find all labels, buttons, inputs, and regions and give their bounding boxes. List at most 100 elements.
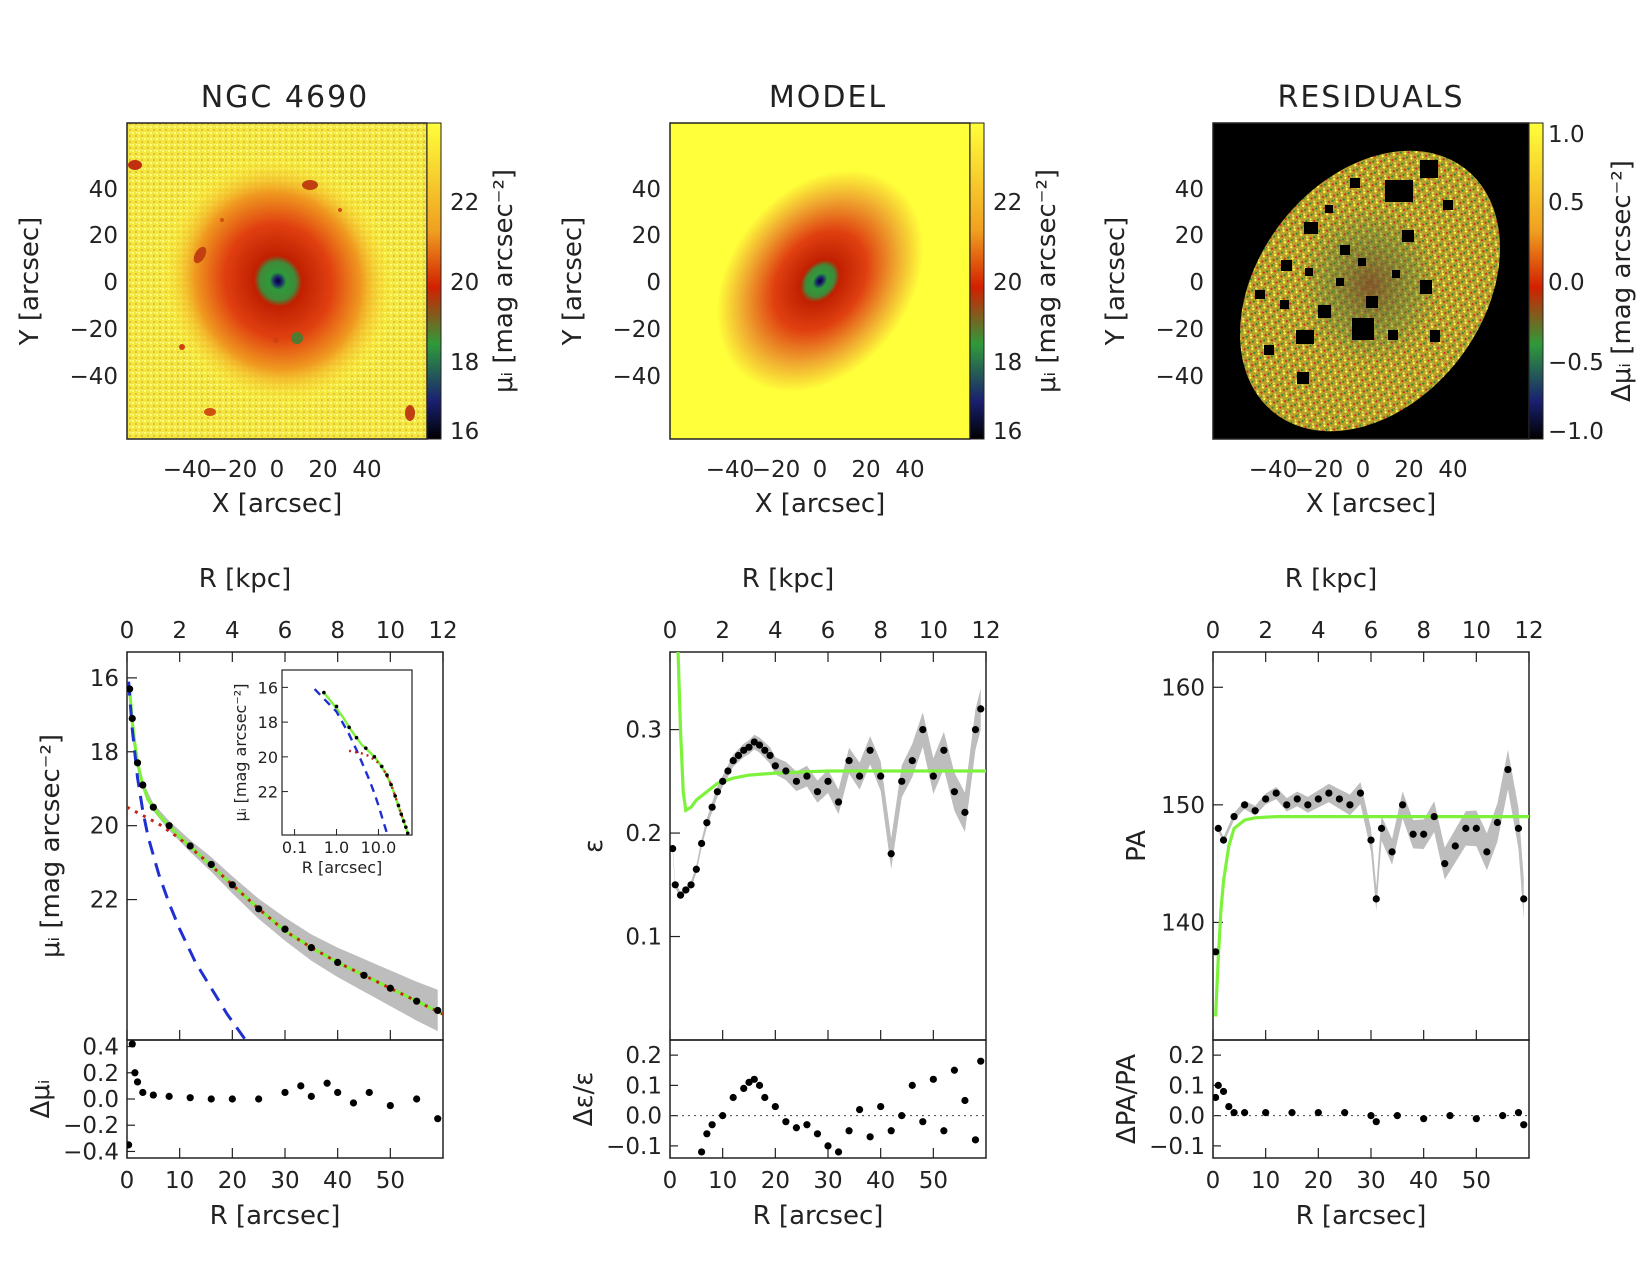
inset: 16 18 20 22 0.1 1.0 10.0R [arcsec] μᵢ [mag arcs… xyxy=(231,678,413,877)
inset-series-blue-dashed xyxy=(313,688,389,835)
y-tick: −40 xyxy=(612,364,661,390)
x-tick-label: 20 xyxy=(1304,1168,1333,1194)
data-point xyxy=(708,803,716,811)
residual-y-tick-label: 0.4 xyxy=(82,1035,119,1061)
data-point xyxy=(750,738,758,746)
residual-point xyxy=(1420,1115,1428,1123)
y-tick-label: 18 xyxy=(90,740,119,766)
residual-point xyxy=(1367,1112,1375,1120)
residual-point xyxy=(133,1078,142,1086)
data-point xyxy=(670,844,677,853)
residual-y-tick-label: 0.0 xyxy=(82,1087,119,1113)
data-point xyxy=(1520,895,1528,903)
data-point xyxy=(165,822,173,830)
data-point xyxy=(740,746,748,754)
data-point xyxy=(1451,842,1459,850)
inset-data-point xyxy=(385,773,389,777)
inset-x-tick-label: 10.0 xyxy=(361,838,397,857)
x-tick: 0 xyxy=(1356,457,1371,483)
residual-point xyxy=(1472,1115,1480,1123)
series-line-red-dotted xyxy=(127,805,443,1016)
residual-y-tick-label: −0.1 xyxy=(1149,1134,1205,1160)
residual-y-tick-label: −0.4 xyxy=(63,1139,119,1165)
colorbar-tick: 20 xyxy=(450,270,479,296)
data-point xyxy=(1304,801,1312,809)
data-point xyxy=(386,984,394,992)
residual-point xyxy=(1499,1112,1507,1120)
inset-data-point xyxy=(389,782,393,787)
residual-point xyxy=(334,1088,342,1097)
residual-point xyxy=(845,1127,853,1135)
y-tick: −40 xyxy=(69,364,118,390)
residual-point xyxy=(919,1118,927,1126)
x-tick-label: 0 xyxy=(1206,1168,1221,1194)
y-tick-label: 22 xyxy=(90,888,119,914)
data-point xyxy=(719,777,727,785)
residual-point xyxy=(1514,1109,1523,1117)
residual-point xyxy=(771,1102,779,1111)
top-tick-label: 0 xyxy=(663,618,678,644)
x-tick-label: 0 xyxy=(120,1168,135,1194)
x-tick: −20 xyxy=(752,457,801,483)
residual-point xyxy=(349,1099,358,1107)
y-tick-label: 160 xyxy=(1161,675,1205,701)
residual-point xyxy=(977,1057,985,1065)
top-tick-label: 12 xyxy=(1514,618,1543,644)
data-point xyxy=(149,803,157,811)
residual-point xyxy=(782,1118,790,1126)
residual-point xyxy=(940,1127,948,1135)
residual-frame xyxy=(669,1039,987,1159)
residual-point xyxy=(755,1081,764,1089)
inset-data-point xyxy=(409,842,413,846)
top-tick-label: 10 xyxy=(1462,618,1491,644)
plot-frame xyxy=(669,651,987,1041)
x-tick: −40 xyxy=(163,457,212,483)
x-tick: 0 xyxy=(270,457,285,483)
residual-point xyxy=(1214,1081,1222,1089)
residual-point xyxy=(719,1112,727,1120)
data-point xyxy=(698,839,706,848)
plot-area xyxy=(127,681,443,1040)
data-point xyxy=(186,842,194,850)
top-tick-label: 4 xyxy=(768,618,783,644)
inset-y-tick-label: 20 xyxy=(258,748,278,767)
residual-point xyxy=(165,1092,173,1100)
data-point xyxy=(940,746,948,754)
colorbar-label: Δμᵢ [mag arcsec⁻²] xyxy=(1607,160,1637,402)
data-point xyxy=(1367,836,1375,844)
data-point xyxy=(1346,801,1354,809)
x-axis-label: X [arcsec] xyxy=(212,489,343,519)
residual-point xyxy=(792,1124,801,1132)
x-tick: 40 xyxy=(895,457,924,483)
series-line-blue-dashed xyxy=(127,681,247,1040)
residual-point xyxy=(139,1088,147,1097)
data-point xyxy=(929,772,937,780)
y-tick: −20 xyxy=(1155,317,1204,343)
residual-point xyxy=(207,1095,215,1103)
data-point xyxy=(824,777,832,785)
residual-point xyxy=(228,1095,236,1103)
colorbar-tick: 18 xyxy=(450,350,479,376)
residual-point xyxy=(961,1096,969,1105)
inset-x-tick-label: 0.1 xyxy=(282,838,307,857)
colorbar-tick: 0.0 xyxy=(1548,270,1585,296)
data-point xyxy=(1472,824,1480,832)
top-tick-label: 0 xyxy=(120,618,135,644)
top-tick-label: 10 xyxy=(376,618,405,644)
inset-data-point xyxy=(322,690,326,695)
residual-point xyxy=(149,1091,157,1099)
residual-point xyxy=(1314,1109,1322,1117)
y-tick: −20 xyxy=(69,317,118,343)
y-axis-label: Y [arcsec] xyxy=(1101,217,1131,347)
top-tick-label: 8 xyxy=(873,618,888,644)
residual-point xyxy=(1393,1112,1401,1120)
data-point xyxy=(1325,789,1333,797)
residual-point xyxy=(297,1082,305,1090)
residual-point xyxy=(128,1040,136,1048)
residual-point xyxy=(1262,1109,1270,1117)
y-tick: 0 xyxy=(103,270,118,296)
residual-point xyxy=(908,1081,916,1089)
inset-plot-area xyxy=(313,688,413,846)
residual-point xyxy=(824,1142,832,1150)
x-tick-label: 20 xyxy=(218,1168,247,1194)
